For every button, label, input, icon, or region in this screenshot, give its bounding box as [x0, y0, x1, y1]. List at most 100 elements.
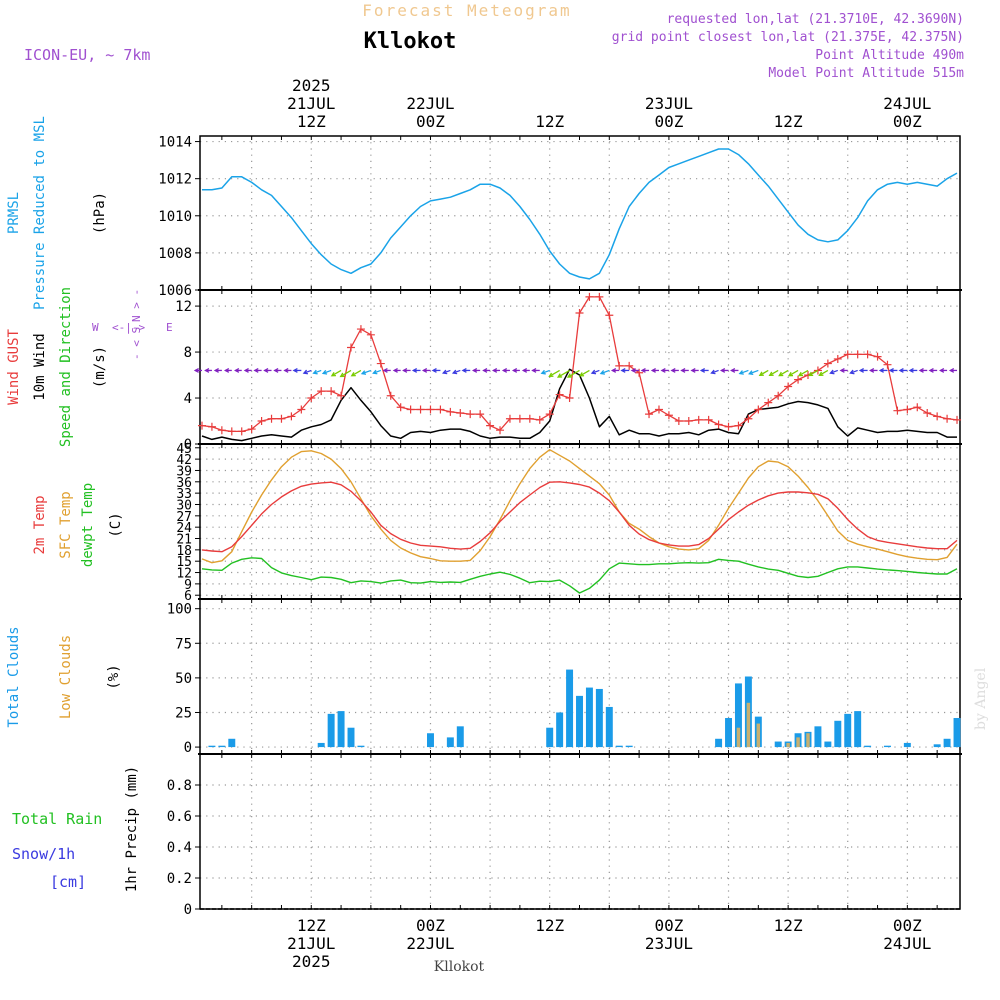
gust-marker — [257, 417, 266, 426]
arrow-head — [630, 367, 636, 373]
wind-direction-arrow — [234, 367, 242, 373]
arrow-shaft — [361, 369, 372, 375]
y-tick-label: 6 — [184, 589, 192, 604]
temp-2m-line — [201, 481, 958, 553]
arrow-head — [918, 367, 924, 373]
arrow-shaft — [331, 369, 342, 377]
arrow-head — [640, 367, 646, 373]
time-label-top: 21JUL — [287, 94, 335, 113]
wind-direction-arrow — [768, 369, 779, 377]
arrow-head — [858, 367, 864, 373]
gust-marker — [943, 414, 952, 423]
arrow-shaft — [749, 369, 759, 375]
y-axis-label: (%) — [106, 664, 122, 689]
wind-direction-arrow — [392, 367, 401, 373]
arrow-head — [898, 367, 904, 373]
footer-location: Kllokot — [434, 959, 485, 975]
time-label-bottom: 00Z — [654, 916, 683, 935]
time-label-top: 2025 — [292, 76, 331, 95]
total-cloud-bar — [556, 712, 564, 748]
gust-marker — [496, 426, 505, 435]
wind-direction-arrow — [787, 369, 799, 377]
total-cloud-bar — [456, 726, 464, 748]
gust-marker — [833, 354, 842, 363]
y-tick-label: 8 — [184, 345, 192, 361]
time-label-bottom: 24JUL — [883, 934, 931, 953]
wind-direction-arrow — [213, 367, 222, 373]
gust-marker — [227, 427, 236, 436]
compass-w: W — [92, 321, 99, 334]
wind-direction-arrow — [273, 367, 282, 373]
arrow-head — [511, 367, 518, 373]
arrow-head — [620, 367, 626, 373]
gust-marker — [376, 359, 385, 368]
total-cloud-bar — [337, 711, 345, 748]
arrow-head — [690, 367, 696, 373]
wind-direction-arrow — [878, 367, 888, 373]
y-tick-label: 0.2 — [167, 871, 192, 887]
wind-direction-arrow — [243, 367, 252, 373]
wind-direction-arrow — [808, 369, 819, 377]
wind-direction-arrow — [461, 367, 471, 373]
arrow-shaft — [557, 369, 570, 378]
arrow-head — [431, 367, 437, 373]
y-tick-label: 9 — [184, 578, 192, 593]
y-axis-label: Speed and Direction — [58, 287, 74, 447]
arrow-head — [818, 371, 824, 376]
arrow-shaft — [322, 369, 332, 374]
gust-marker — [207, 422, 216, 431]
y-axis-label: 1hr Precip (mm) — [124, 766, 140, 892]
gust-marker — [893, 406, 902, 415]
y-tick-label: 0 — [184, 437, 192, 453]
wind-direction-arrow — [849, 369, 858, 375]
arrow-head — [273, 367, 279, 373]
grid-point-coords: grid point closest lon,lat (21.375E, 42.… — [612, 30, 964, 45]
arrow-head — [610, 367, 617, 373]
time-label-top: 12Z — [535, 112, 564, 131]
time-label-top: 12Z — [774, 112, 803, 131]
arrow-head — [321, 369, 328, 375]
model-altitude: Model Point Altitude 515m — [768, 66, 964, 81]
y-tick-label: 30 — [176, 498, 192, 513]
gust-marker — [356, 325, 365, 334]
y-tick-label: 45 — [176, 442, 192, 457]
y-axis-label: Low Clouds — [58, 635, 74, 719]
gust-marker — [486, 421, 495, 430]
y-tick-label: 1014 — [158, 135, 192, 151]
wind-direction-arrow — [411, 367, 421, 373]
y-tick-label: 75 — [175, 636, 192, 652]
gust-marker — [873, 352, 882, 361]
gust-marker — [764, 398, 773, 407]
wind-direction-arrow — [948, 367, 958, 373]
total-cloud-bar — [566, 669, 574, 748]
gust-marker — [754, 405, 763, 414]
total-cloud-bar — [576, 695, 583, 748]
arrow-head — [680, 367, 686, 373]
total-cloud-bar — [546, 727, 554, 748]
arrow-head — [253, 367, 259, 373]
total-cloud-bar — [208, 745, 216, 748]
arrow-shaft — [549, 369, 560, 377]
arrow-head — [778, 371, 784, 377]
gust-marker — [237, 427, 246, 436]
total-cloud-bar — [933, 744, 941, 748]
wind-direction-arrow — [620, 367, 630, 373]
y-tick-label: 15 — [176, 555, 192, 570]
gust-marker — [267, 414, 276, 423]
arrow-head — [758, 371, 764, 376]
arrow-head — [548, 372, 554, 378]
arrow-head — [243, 367, 249, 373]
wind-direction-arrow — [660, 367, 669, 373]
wind-direction-arrow — [491, 367, 501, 373]
product-title: Forecast Meteogram — [362, 1, 571, 20]
y-tick-label: 0 — [184, 902, 192, 918]
arrow-head — [566, 373, 573, 378]
arrow-head — [768, 371, 774, 377]
wind-direction-arrow — [193, 367, 202, 373]
gust-marker — [774, 391, 783, 400]
arrow-head — [263, 367, 269, 373]
wind-direction-arrow — [421, 367, 431, 373]
arrow-head — [451, 369, 458, 375]
wind-direction-arrow — [292, 367, 302, 373]
